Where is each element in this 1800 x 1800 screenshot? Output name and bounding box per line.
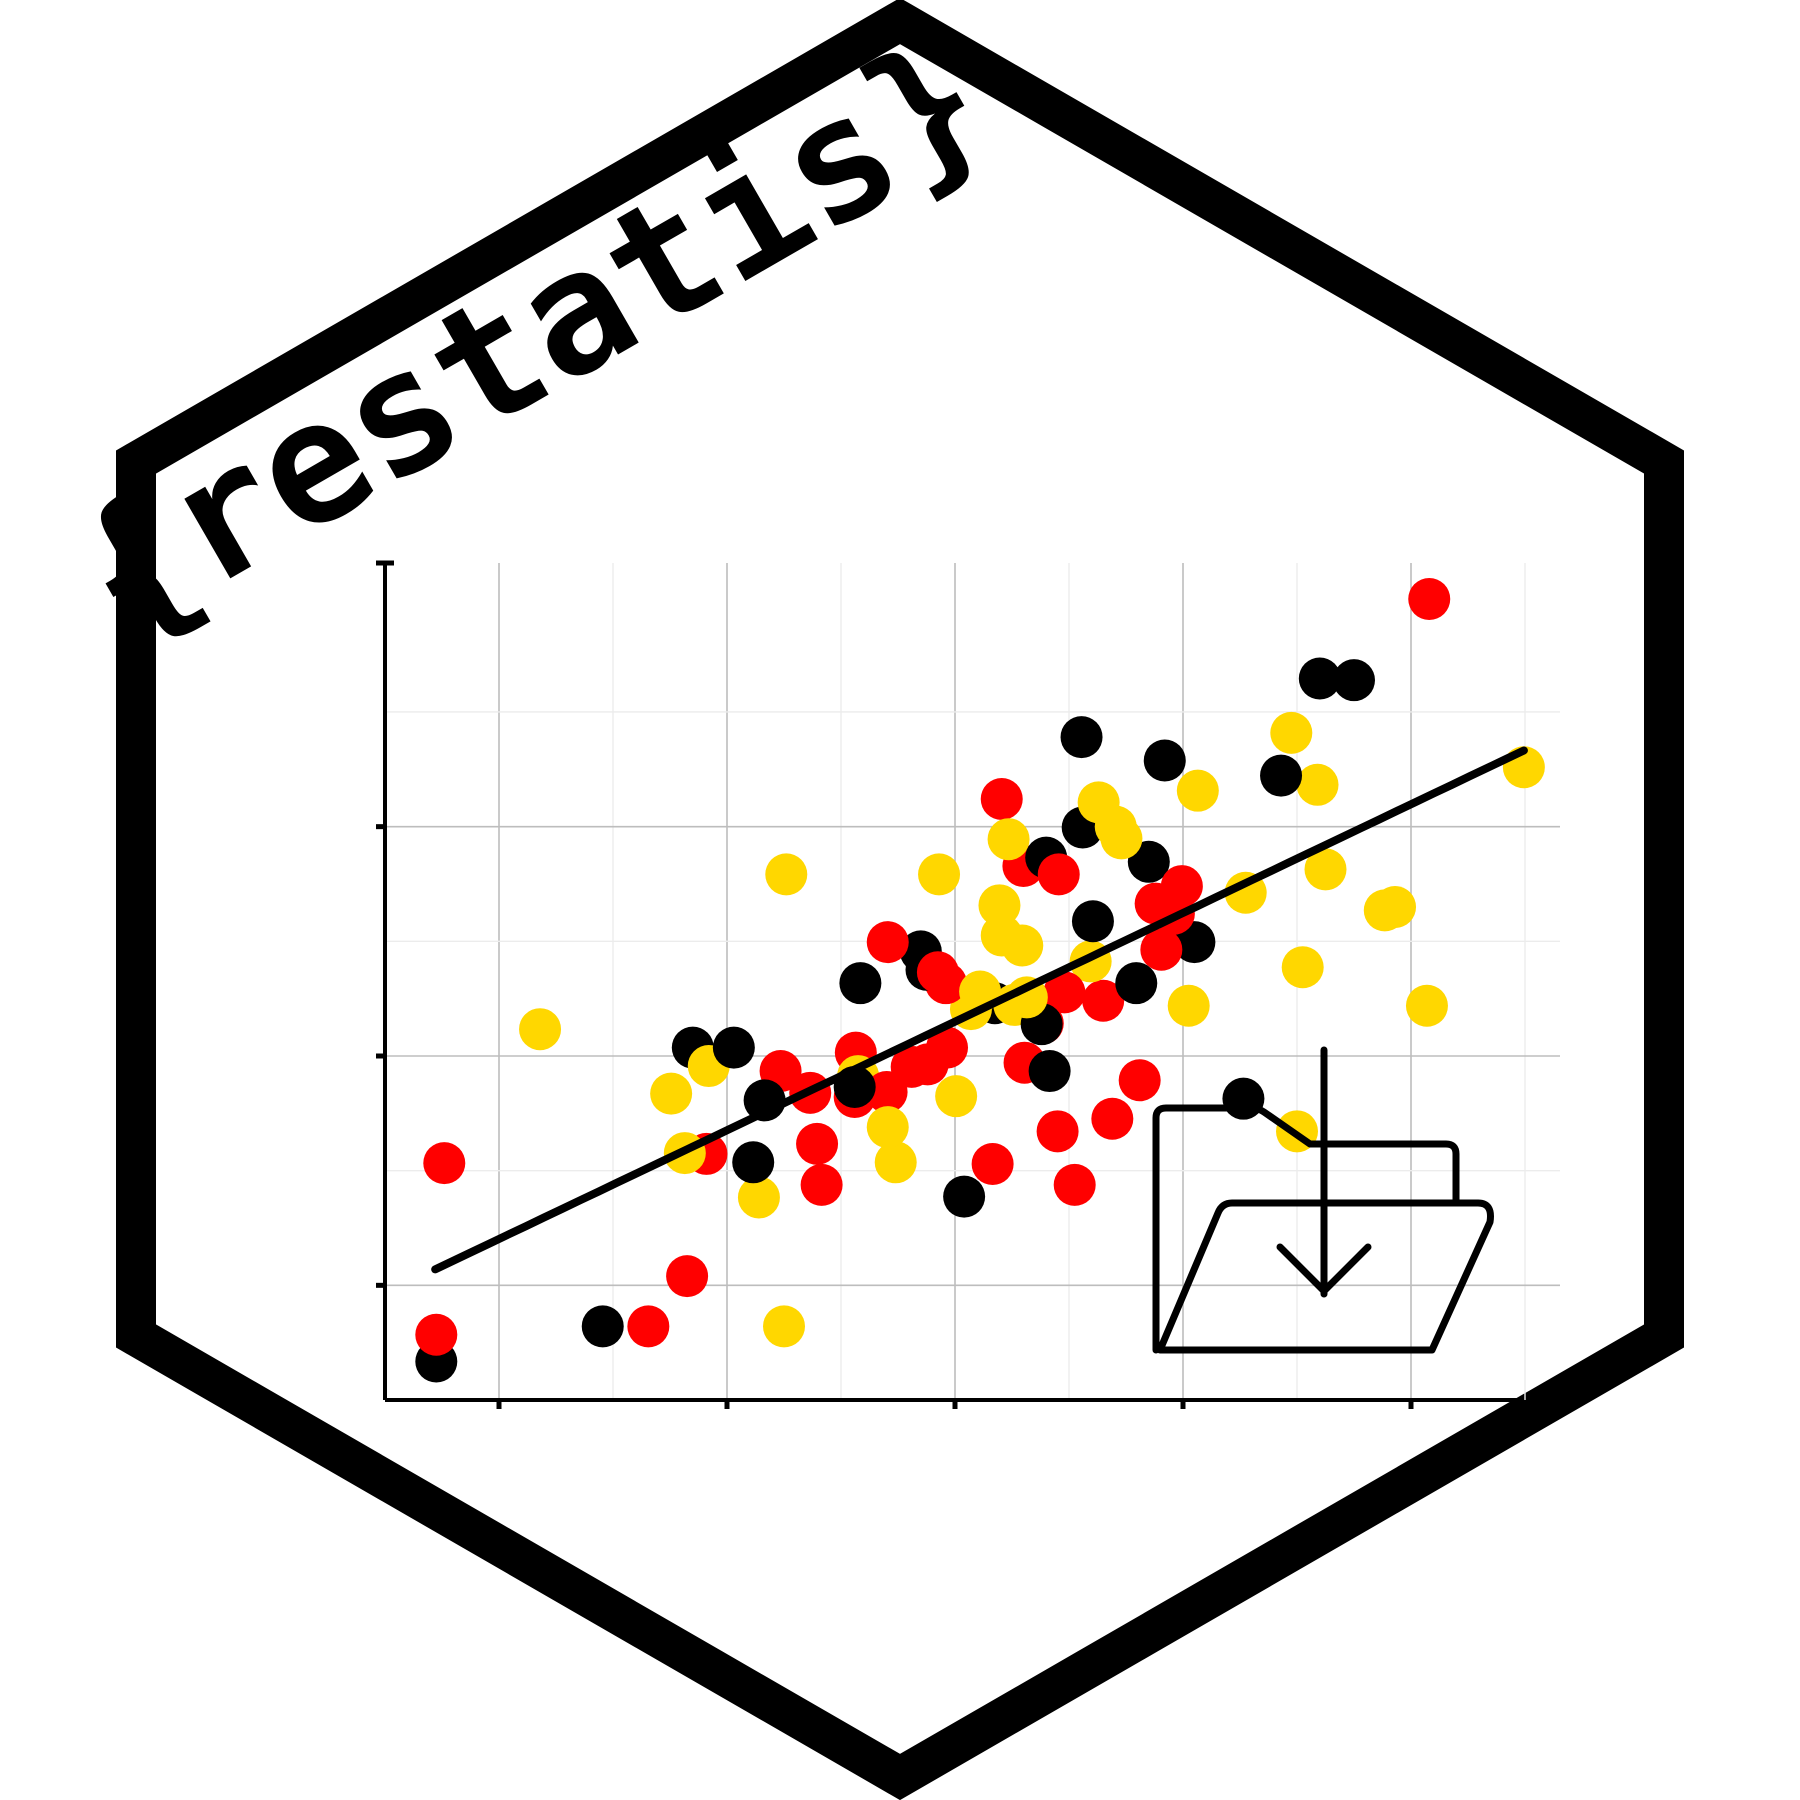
data-point-yellow [987, 818, 1030, 861]
data-point-yellow [918, 853, 961, 896]
data-point-red [1036, 1110, 1079, 1153]
data-point-yellow [765, 853, 808, 896]
data-point-yellow [1374, 886, 1417, 929]
data-point-red [800, 1163, 843, 1206]
data-point-red [1118, 1059, 1161, 1102]
data-point-red [971, 1142, 1014, 1185]
data-point-red [1091, 1097, 1134, 1140]
data-point-yellow [1270, 711, 1313, 754]
hex-border [116, 0, 1684, 1800]
data-point-red [627, 1305, 670, 1348]
data-point-black [712, 1026, 755, 1069]
folder-front [1156, 1199, 1494, 1354]
data-point-red [980, 778, 1023, 821]
data-point-yellow [978, 884, 1021, 927]
folder-back [1152, 1104, 1460, 1354]
data-point-yellow [519, 1008, 562, 1051]
data-point-red [916, 951, 959, 994]
data-point-red [796, 1122, 839, 1165]
data-point-red [415, 1313, 458, 1356]
data-point-yellow [935, 1075, 978, 1118]
axis-ticks [376, 560, 1414, 1409]
data-point-red [423, 1142, 466, 1185]
data-point-yellow [1296, 763, 1339, 806]
folder-download-icon [1152, 1046, 1494, 1354]
data-point-black [1260, 754, 1303, 797]
data-point-red [1082, 979, 1125, 1022]
data-point-yellow [1176, 769, 1219, 812]
data-point-yellow [1405, 984, 1448, 1027]
data-point-black [1071, 900, 1114, 943]
data-point-yellow [1281, 946, 1324, 989]
scatter-plot [376, 560, 1560, 1409]
data-point-black [1222, 1077, 1265, 1120]
data-point-yellow [763, 1305, 805, 1348]
data-point-red [890, 1045, 933, 1088]
trend-line [431, 746, 1528, 1274]
download-arrow-head [1276, 1243, 1372, 1295]
data-point-red [1140, 928, 1183, 971]
data-point-black [581, 1305, 624, 1348]
data-point-red [666, 1255, 709, 1298]
data-point-red [1408, 577, 1451, 620]
data-point-black [839, 962, 882, 1005]
data-point-black [943, 1175, 986, 1218]
data-point-red [1053, 1163, 1096, 1206]
data-point-yellow [1077, 781, 1120, 824]
data-point-black [1127, 840, 1170, 883]
data-point-yellow [737, 1176, 780, 1219]
data-point-black [1298, 657, 1341, 700]
data-point-red [1037, 853, 1080, 896]
data-points [415, 577, 1545, 1383]
data-point-yellow [1167, 984, 1210, 1027]
data-point-black [732, 1141, 775, 1184]
data-point-yellow [980, 914, 1023, 957]
data-point-yellow [874, 1141, 917, 1184]
data-point-black [1143, 739, 1186, 782]
data-point-yellow [650, 1072, 693, 1115]
data-point-black [1333, 659, 1375, 702]
data-point-yellow [1005, 976, 1048, 1019]
data-point-red [866, 921, 909, 964]
data-point-red [1043, 971, 1086, 1014]
data-point-black [1115, 962, 1158, 1005]
data-point-yellow [1304, 848, 1347, 891]
data-point-black [1028, 1050, 1071, 1093]
data-point-black [1060, 716, 1103, 759]
data-point-yellow [866, 1106, 909, 1149]
